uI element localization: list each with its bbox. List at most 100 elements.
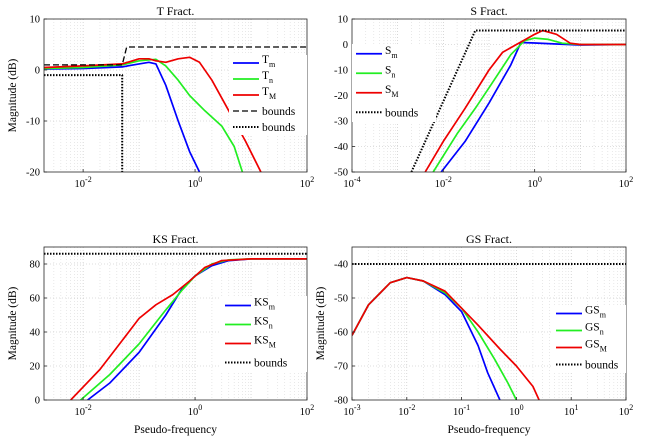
legend-label: TM xyxy=(262,86,276,101)
x-tick-exponent: 2 xyxy=(310,175,314,184)
x-tick-base: 10 xyxy=(188,179,199,190)
y-tick-label: -20 xyxy=(334,91,348,102)
series-line-sm xyxy=(424,29,626,172)
x-tick-exponent: 0 xyxy=(198,403,202,412)
y-tick-label: 10 xyxy=(30,15,41,26)
legend-label-base: bounds xyxy=(262,122,296,134)
x-tick-base: 10 xyxy=(75,407,86,418)
series-line-tn xyxy=(44,58,244,172)
legend-label: Sm xyxy=(385,45,398,60)
series-line-bounds-dashed xyxy=(44,46,307,66)
series-group xyxy=(352,263,626,400)
legend-label: KSm xyxy=(254,297,276,312)
y-tick-label: 80 xyxy=(30,260,41,271)
x-tick-exponent: -2 xyxy=(445,175,452,184)
legend-label: bounds xyxy=(385,107,419,119)
x-tick-exponent: 0 xyxy=(198,175,202,184)
legend-label-subscript: n xyxy=(269,76,273,85)
x-tick-base: 10 xyxy=(75,179,86,190)
legend-label-subscript: m xyxy=(600,311,607,320)
y-tick-label: -60 xyxy=(334,328,348,339)
series-line-ksm xyxy=(70,258,307,400)
x-tick-label: 100 xyxy=(527,175,542,190)
series-line-gsm xyxy=(352,276,540,400)
legend-label-subscript: M xyxy=(269,92,276,101)
x-tick-label: 10-1 xyxy=(453,403,470,418)
x-tick-base: 10 xyxy=(527,179,538,190)
series-group xyxy=(44,46,307,172)
x-tick-label: 10-2 xyxy=(398,403,415,418)
legend-label: bounds xyxy=(585,360,619,372)
x-tick-exponent: -1 xyxy=(464,403,471,412)
x-axis-label: Pseudo-frequency xyxy=(134,424,217,436)
legend-label-base: S xyxy=(385,45,391,57)
y-tick-label: 0 xyxy=(35,396,40,407)
legend-label-subscript: n xyxy=(391,70,395,79)
series-line-bounds-dotted xyxy=(410,29,626,172)
legend-label-subscript: M xyxy=(600,345,607,354)
y-tick-label: -70 xyxy=(334,362,348,373)
y-axis-label: Magnitude (dB) xyxy=(7,286,19,360)
x-tick-base: 10 xyxy=(398,407,409,418)
legend-box xyxy=(221,296,307,372)
chart-title: GS Fract. xyxy=(466,232,512,246)
x-tick-base: 10 xyxy=(619,407,630,418)
legend-label-subscript: M xyxy=(391,90,398,99)
legend-box xyxy=(352,44,436,122)
y-tick-label: -20 xyxy=(26,168,40,179)
x-tick-label: 100 xyxy=(188,403,203,418)
x-tick-exponent: -2 xyxy=(409,403,416,412)
legend-label: bounds xyxy=(262,122,296,134)
y-axis-label: Magnitude (dB) xyxy=(315,286,327,360)
x-tick-exponent: 2 xyxy=(629,175,633,184)
y-tick-label: -50 xyxy=(334,168,348,179)
legend-label-base: bounds xyxy=(585,360,619,372)
x-tick-label: 102 xyxy=(619,175,634,190)
y-axis-label: Magnitude (dB) xyxy=(7,58,19,132)
legend-label-base: GS xyxy=(585,322,600,334)
legend-label-subscript: n xyxy=(600,328,604,337)
y-tick-label: 20 xyxy=(30,362,41,373)
chart-title: T Fract. xyxy=(157,4,195,18)
chart-title: KS Fract. xyxy=(153,232,199,246)
x-tick-exponent: -4 xyxy=(354,175,361,184)
x-tick-exponent: 0 xyxy=(538,175,542,184)
x-tick-label: 102 xyxy=(619,403,634,418)
legend-label-base: GS xyxy=(585,339,600,351)
legend-label-base: KS xyxy=(254,335,269,347)
legend-label: GSm xyxy=(585,305,607,320)
y-tick-label: 10 xyxy=(338,15,349,26)
x-tick-exponent: 2 xyxy=(629,403,633,412)
x-tick-exponent: 0 xyxy=(520,403,524,412)
series-group xyxy=(44,252,307,400)
x-tick-base: 10 xyxy=(188,407,199,418)
y-tick-label: -40 xyxy=(334,260,348,271)
legend-label: KSn xyxy=(254,316,273,331)
legend-label-subscript: n xyxy=(269,322,273,331)
x-tick-label: 10-3 xyxy=(343,403,360,418)
chart-title: S Fract. xyxy=(470,4,507,18)
x-tick-base: 10 xyxy=(435,179,446,190)
y-tick-label: 0 xyxy=(343,40,348,51)
x-tick-base: 10 xyxy=(509,407,520,418)
x-tick-base: 10 xyxy=(564,407,575,418)
y-tick-label: 60 xyxy=(30,294,41,305)
legend-box xyxy=(552,305,626,373)
legend-label: Tm xyxy=(262,54,276,69)
x-tick-label: 10-2 xyxy=(75,175,92,190)
y-tick-label: 0 xyxy=(35,66,40,77)
x-tick-label: 100 xyxy=(509,403,524,418)
legend-label: bounds xyxy=(254,358,288,370)
x-tick-label: 100 xyxy=(188,175,203,190)
x-tick-label: 10-4 xyxy=(343,175,360,190)
legend-label-base: T xyxy=(262,86,269,98)
y-tick-label: -40 xyxy=(334,142,348,153)
x-tick-base: 10 xyxy=(453,407,464,418)
y-tick-label: -30 xyxy=(334,117,348,128)
legend-label-base: T xyxy=(262,54,269,66)
legend-label-subscript: m xyxy=(391,51,398,60)
x-tick-label: 10-2 xyxy=(75,403,92,418)
